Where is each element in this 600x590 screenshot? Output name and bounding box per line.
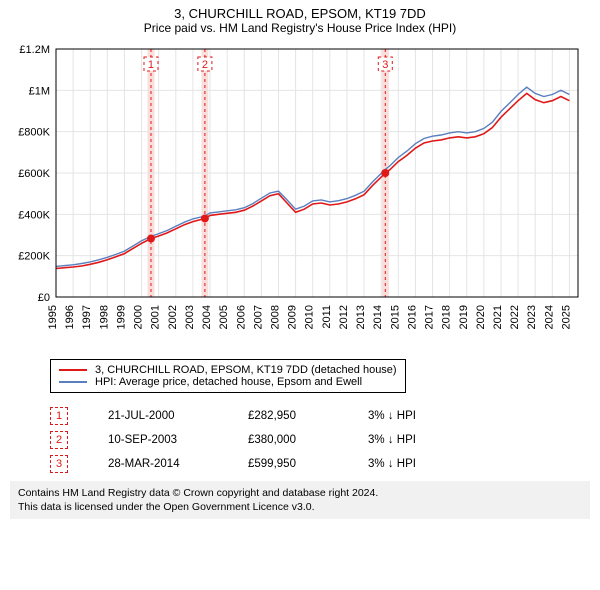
svg-text:1997: 1997 — [81, 305, 93, 329]
transaction-date: 10-SEP-2003 — [108, 434, 208, 446]
svg-text:2002: 2002 — [167, 305, 179, 329]
svg-text:£200K: £200K — [18, 251, 50, 263]
chart-legend: 3, CHURCHILL ROAD, EPSOM, KT19 7DD (deta… — [50, 359, 406, 393]
transaction-hpi-diff: 3% ↓ HPI — [368, 458, 458, 470]
chart-title: 3, CHURCHILL ROAD, EPSOM, KT19 7DD — [10, 6, 590, 21]
legend-swatch — [59, 369, 87, 371]
transaction-marker-badge: 3 — [50, 455, 68, 473]
svg-text:2009: 2009 — [287, 305, 299, 329]
chart-svg: £0 £200K £400K £600K £800K £1M £1.2M 1995 1996 19… — [10, 41, 590, 351]
svg-text:2013: 2013 — [355, 305, 367, 329]
svg-text:2022: 2022 — [509, 305, 521, 329]
transaction-marker-badge: 1 — [50, 407, 68, 425]
svg-text:2011: 2011 — [321, 305, 333, 329]
svg-text:2019: 2019 — [458, 305, 470, 329]
svg-text:2024: 2024 — [543, 305, 555, 329]
svg-text:2016: 2016 — [406, 305, 418, 329]
svg-text:2008: 2008 — [269, 305, 281, 329]
footer-line-2: This data is licensed under the Open Gov… — [18, 500, 582, 514]
legend-row: HPI: Average price, detached house, Epso… — [59, 376, 397, 388]
svg-text:£600K: £600K — [18, 168, 50, 180]
svg-text:2010: 2010 — [304, 305, 316, 329]
svg-text:2023: 2023 — [526, 305, 538, 329]
transaction-date: 21-JUL-2000 — [108, 410, 208, 422]
transaction-hpi-diff: 3% ↓ HPI — [368, 410, 458, 422]
svg-text:1995: 1995 — [47, 305, 59, 329]
svg-text:£1.2M: £1.2M — [19, 44, 50, 56]
svg-text:2015: 2015 — [389, 305, 401, 329]
legend-label: HPI: Average price, detached house, Epso… — [95, 376, 362, 388]
footer-line-1: Contains HM Land Registry data © Crown c… — [18, 486, 582, 500]
transaction-row: 1 21-JUL-2000 £282,950 3% ↓ HPI — [50, 407, 590, 425]
transactions-table: 1 21-JUL-2000 £282,950 3% ↓ HPI 2 10-SEP-2003… — [50, 407, 590, 473]
svg-text:2003: 2003 — [184, 305, 196, 329]
price-chart: £0 £200K £400K £600K £800K £1M £1.2M 1995 1996 19… — [10, 41, 590, 351]
svg-text:£800K: £800K — [18, 127, 50, 139]
transaction-row: 2 10-SEP-2003 £380,000 3% ↓ HPI — [50, 431, 590, 449]
transaction-price: £282,950 — [248, 410, 328, 422]
legend-swatch — [59, 381, 87, 383]
transaction-price: £599,950 — [248, 458, 328, 470]
data-attribution: Contains HM Land Registry data © Crown c… — [10, 481, 590, 519]
svg-text:1998: 1998 — [98, 305, 110, 329]
transaction-price: £380,000 — [248, 434, 328, 446]
svg-text:2021: 2021 — [492, 305, 504, 329]
svg-text:2017: 2017 — [424, 305, 436, 329]
svg-text:1: 1 — [148, 59, 154, 71]
svg-text:1999: 1999 — [115, 305, 127, 329]
svg-text:2014: 2014 — [372, 305, 384, 329]
svg-text:2: 2 — [202, 59, 208, 71]
svg-text:3: 3 — [382, 59, 388, 71]
svg-text:2007: 2007 — [252, 305, 264, 329]
svg-text:2012: 2012 — [338, 305, 350, 329]
svg-text:2000: 2000 — [133, 305, 145, 329]
svg-text:£400K: £400K — [18, 209, 50, 221]
svg-text:£1M: £1M — [29, 85, 50, 97]
svg-text:2001: 2001 — [150, 305, 162, 329]
svg-text:1996: 1996 — [64, 305, 76, 329]
svg-text:2006: 2006 — [235, 305, 247, 329]
transaction-row: 3 28-MAR-2014 £599,950 3% ↓ HPI — [50, 455, 590, 473]
svg-text:2020: 2020 — [475, 305, 487, 329]
chart-subtitle: Price paid vs. HM Land Registry's House … — [10, 21, 590, 35]
transaction-marker-badge: 2 — [50, 431, 68, 449]
svg-text:2018: 2018 — [441, 305, 453, 329]
svg-text:2005: 2005 — [218, 305, 230, 329]
transaction-hpi-diff: 3% ↓ HPI — [368, 434, 458, 446]
legend-row: 3, CHURCHILL ROAD, EPSOM, KT19 7DD (deta… — [59, 364, 397, 376]
svg-text:2004: 2004 — [201, 305, 213, 329]
svg-text:£0: £0 — [38, 292, 50, 304]
transaction-date: 28-MAR-2014 — [108, 458, 208, 470]
legend-label: 3, CHURCHILL ROAD, EPSOM, KT19 7DD (deta… — [95, 364, 397, 376]
svg-text:2025: 2025 — [560, 305, 572, 329]
